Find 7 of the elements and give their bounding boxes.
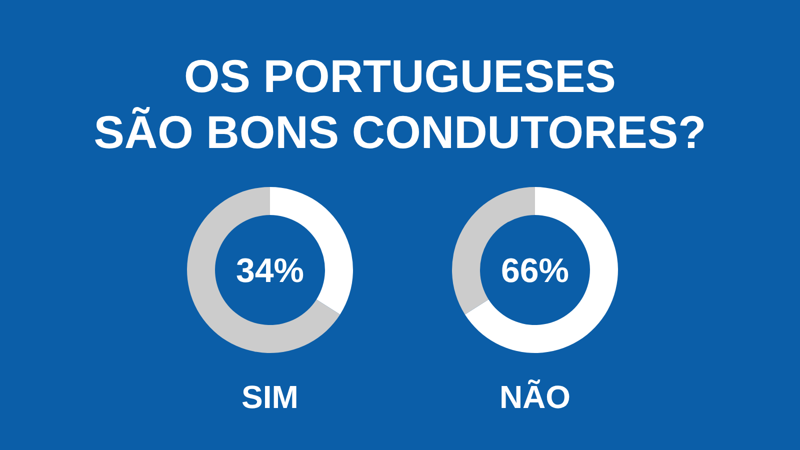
text: SIM — [242, 379, 298, 415]
text: NÃO — [499, 379, 571, 415]
text: 34% — [236, 252, 304, 290]
text: OS PORTUGUESES SÃO BONS CONDUTORES? — [94, 50, 706, 158]
donut-slice — [187, 187, 340, 353]
donut-slice — [464, 187, 618, 353]
text: 66% — [500, 252, 570, 290]
